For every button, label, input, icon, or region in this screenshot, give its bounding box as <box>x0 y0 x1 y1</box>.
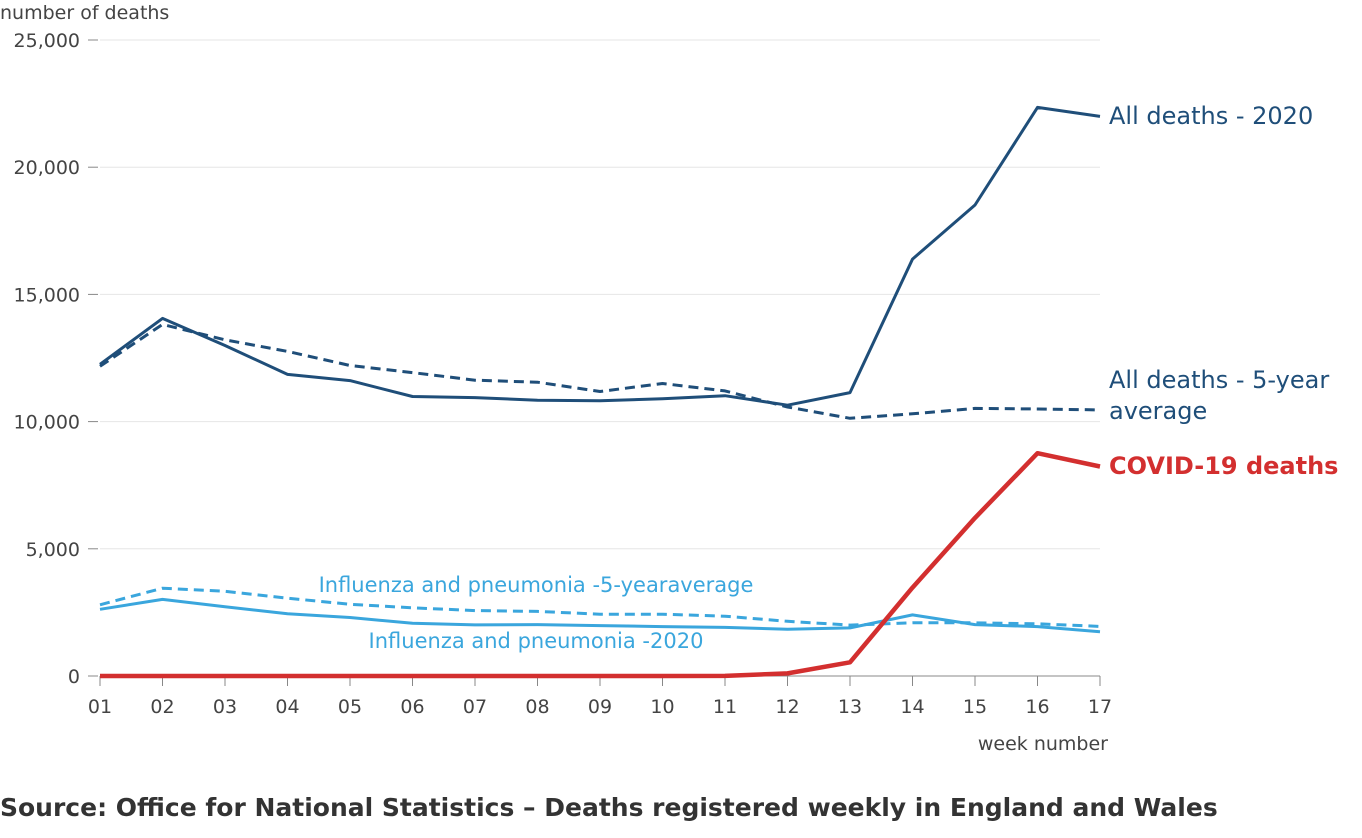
x-tick-label-03: 03 <box>213 696 237 718</box>
x-tick-label-06: 06 <box>400 696 424 718</box>
series-label-0-line-0: All deaths - 2020 <box>1109 102 1313 130</box>
series-label-2-line-0: COVID-19 deaths <box>1109 452 1338 480</box>
x-tick-label-10: 10 <box>650 696 674 718</box>
x-tick-label-13: 13 <box>838 696 862 718</box>
x-tick-label-17: 17 <box>1088 696 1112 718</box>
x-tick-label-04: 04 <box>275 696 299 718</box>
x-tick-label-01: 01 <box>88 696 112 718</box>
series-lines <box>99 105 1101 679</box>
series-label-0: All deaths - 2020 <box>1109 102 1313 130</box>
series-label-1: All deaths - 5-year average <box>1109 366 1329 425</box>
x-tick-label-09: 09 <box>588 696 612 718</box>
y-tick-label-3: 15,000 <box>14 284 80 306</box>
y-tick-label-0: 0 <box>68 666 80 688</box>
x-tick-label-11: 11 <box>713 696 737 718</box>
x-tick-label-12: 12 <box>775 696 799 718</box>
x-tick-label-16: 16 <box>1025 696 1049 718</box>
y-axis-title: number of deaths <box>0 2 169 24</box>
series-label-3: Influenza and pneumonia -5-yearaverage <box>319 573 754 597</box>
series-line-1 <box>99 322 1101 420</box>
source-note: Source: Office for National Statistics –… <box>0 793 1218 822</box>
x-tick-label-02: 02 <box>150 696 174 718</box>
series-label-4: Influenza and pneumonia -2020 <box>369 629 704 653</box>
series-line-0 <box>99 105 1101 407</box>
series-line-4 <box>99 597 1101 634</box>
y-tick-label-1: 5,000 <box>26 539 80 561</box>
series-label-1-line-0: All deaths - 5-year <box>1109 366 1329 394</box>
series-label-3-line-0: Influenza and pneumonia -5-yearaverage <box>319 573 754 597</box>
x-tick-label-05: 05 <box>338 696 362 718</box>
x-tick-label-08: 08 <box>525 696 549 718</box>
x-axis-title: week number <box>978 733 1108 755</box>
x-tick-label-07: 07 <box>463 696 487 718</box>
y-tick-label-5: 25,000 <box>14 30 80 52</box>
series-label-1-line-1: average <box>1109 397 1207 425</box>
series-line-2 <box>100 450 1101 679</box>
y-tick-label-2: 10,000 <box>14 412 80 434</box>
series-label-4-line-0: Influenza and pneumonia -2020 <box>369 629 704 653</box>
y-tick-label-4: 20,000 <box>14 157 80 179</box>
axes: 0 5,000 10,000 15,000 20,000 25,000 01 02 03 04 05… <box>14 30 1113 718</box>
series-line-3 <box>99 586 1101 628</box>
series-labels: All deaths - 2020 All deaths - 5-year aver… <box>319 102 1339 653</box>
x-tick-label-15: 15 <box>963 696 987 718</box>
series-label-2: COVID-19 deaths <box>1109 452 1338 480</box>
x-tick-label-14: 14 <box>900 696 924 718</box>
